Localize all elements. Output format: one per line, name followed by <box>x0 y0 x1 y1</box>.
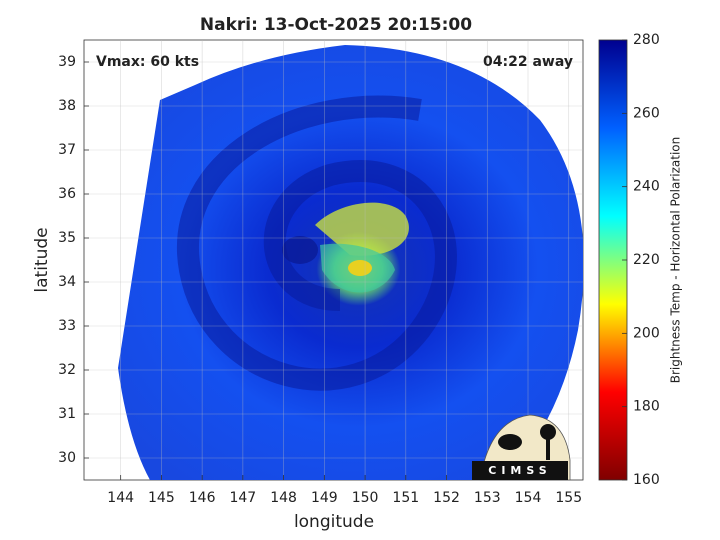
y-tick-label: 34 <box>58 274 76 290</box>
x-tick-label: 150 <box>352 490 379 506</box>
x-tick-label: 155 <box>555 490 582 506</box>
x-tick-label: 146 <box>189 490 216 506</box>
x-tick-label: 152 <box>433 490 460 506</box>
x-tick-label: 149 <box>311 490 338 506</box>
x-tick-label: 147 <box>229 490 256 506</box>
y-tick-label: 37 <box>58 142 76 158</box>
colorbar-tick-label: 240 <box>633 179 660 195</box>
y-tick-label: 31 <box>58 406 76 422</box>
x-tick-label: 148 <box>270 490 297 506</box>
y-tick-label: 39 <box>58 54 76 70</box>
colorbar-label: Brightness Temp - Horizontal Polarizatio… <box>669 137 683 384</box>
x-tick-label: 151 <box>392 490 419 506</box>
x-tick-label: 144 <box>107 490 134 506</box>
x-axis-label: longitude <box>294 512 374 532</box>
y-tick-label: 32 <box>58 362 76 378</box>
logo-text: CIMSS <box>488 464 551 477</box>
x-tick-label: 154 <box>515 490 542 506</box>
y-tick-label: 38 <box>58 98 76 114</box>
logo: CIMSS <box>472 414 571 481</box>
colorbar-tick-label: 280 <box>633 32 660 48</box>
y-tick-label: 33 <box>58 318 76 334</box>
x-tick-label: 153 <box>474 490 501 506</box>
y-tick-label: 30 <box>58 450 76 466</box>
chart-title: Nakri: 13-Oct-2025 20:15:00 <box>200 15 472 35</box>
colorbar-tick-label: 200 <box>633 325 660 341</box>
annotation: 04:22 away <box>483 54 573 70</box>
colorbar-tick-label: 180 <box>633 399 660 415</box>
x-tick-label: 145 <box>148 490 175 506</box>
colorbar-tick-label: 220 <box>633 252 660 268</box>
y-axis-label: latitude <box>32 227 52 292</box>
colorbar-tick-label: 260 <box>633 105 660 121</box>
annotation: Vmax: 60 kts <box>96 54 199 70</box>
y-tick-label: 36 <box>58 186 76 202</box>
y-tick-label: 35 <box>58 230 76 246</box>
satellite-image <box>118 45 583 480</box>
colorbar-tick-label: 160 <box>633 472 660 488</box>
